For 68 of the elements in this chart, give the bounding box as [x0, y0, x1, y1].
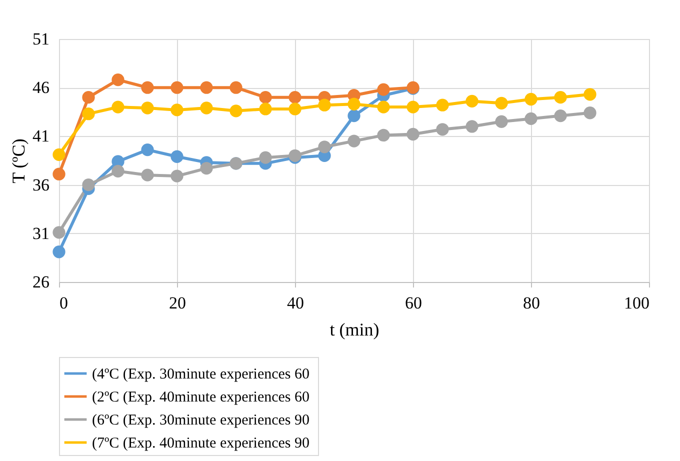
point — [82, 91, 95, 104]
point — [288, 91, 302, 104]
point — [52, 226, 66, 239]
point — [200, 162, 213, 175]
point — [230, 104, 242, 118]
point — [466, 94, 478, 108]
point — [112, 164, 124, 178]
point — [318, 98, 331, 112]
point — [141, 143, 154, 156]
point — [259, 151, 272, 164]
point — [348, 134, 360, 148]
point — [436, 98, 449, 112]
y-tick-label: 51 — [32, 30, 50, 48]
point — [259, 102, 272, 116]
x-tick-label: 40 — [287, 294, 304, 312]
legend-label: (2ºC (Exp. 40minute experiences 60 — [92, 390, 310, 406]
point — [318, 140, 331, 154]
point — [52, 168, 66, 180]
legend-label: (6ºC (Exp. 30minute experiences 90 — [92, 412, 310, 428]
y-tick-label: 41 — [32, 126, 50, 146]
x-axis-title: t (min) — [330, 320, 380, 340]
point — [554, 91, 567, 104]
point — [82, 178, 95, 192]
point — [377, 128, 390, 142]
point — [288, 102, 302, 116]
point — [348, 98, 360, 110]
point — [377, 83, 390, 96]
point — [82, 108, 95, 120]
legend-label: (7ºC (Exp. 40minute experiences 90 — [92, 436, 310, 452]
point — [200, 102, 213, 114]
point — [495, 96, 508, 110]
x-tick-label: 80 — [523, 294, 540, 312]
point — [495, 115, 508, 128]
point — [52, 148, 66, 161]
point — [170, 104, 184, 116]
point — [141, 102, 154, 114]
point — [584, 106, 596, 120]
y-tick-label: 26 — [32, 272, 50, 292]
point — [170, 81, 184, 94]
point — [141, 168, 154, 182]
point — [466, 120, 478, 133]
point — [524, 112, 538, 126]
point — [436, 123, 449, 136]
point — [230, 81, 242, 94]
point — [377, 100, 390, 114]
y-tick-label: 31 — [32, 224, 50, 243]
y-axis-title: T (ºC) — [8, 138, 28, 184]
x-tick-label: 20 — [169, 294, 186, 312]
point — [259, 91, 272, 104]
point — [112, 74, 124, 86]
y-tick-label: 36 — [32, 175, 50, 194]
x-tick-label: 60 — [405, 294, 422, 312]
x-tick-label: 100 — [624, 294, 650, 312]
point — [170, 170, 184, 182]
point — [170, 150, 184, 163]
point — [348, 109, 360, 122]
point — [52, 246, 66, 258]
x-tick-label: 0 — [60, 294, 68, 312]
y-tick-label: 46 — [32, 78, 50, 98]
point — [554, 109, 567, 122]
point — [200, 81, 213, 94]
point — [141, 81, 154, 94]
point — [524, 92, 538, 106]
point — [406, 128, 420, 141]
point — [112, 100, 124, 114]
point — [584, 88, 596, 101]
point — [406, 100, 420, 114]
legend-label: (4ºC (Exp. 30minute experiences 60 — [92, 366, 310, 382]
